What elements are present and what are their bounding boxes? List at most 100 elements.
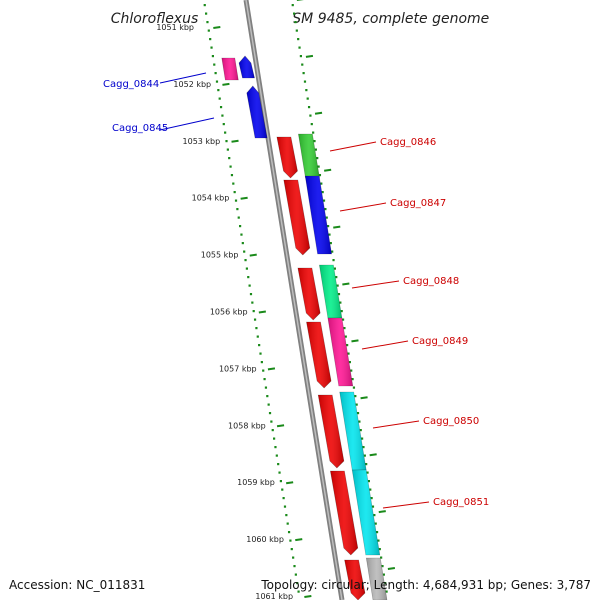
tick-label: 1058 kbp <box>228 421 266 430</box>
left-tick-dot <box>209 38 212 41</box>
left-tick-dot <box>258 344 261 347</box>
right-tick-dot <box>309 114 312 117</box>
left-tick-dot <box>229 165 232 168</box>
left-tick-dot <box>268 412 272 415</box>
left-tick-dot <box>248 284 251 287</box>
left-tick-dot <box>274 446 277 449</box>
left-tick-dot <box>253 318 257 321</box>
right-tick-dot <box>361 437 364 440</box>
left-tick-dot <box>267 403 270 406</box>
tick-label: 1051 kbp <box>156 23 194 32</box>
right-tick-dot <box>378 548 381 551</box>
gene-label-Cagg_0848: Cagg_0848 <box>403 276 459 287</box>
right-tick-dot <box>305 89 308 92</box>
cog-pink-block-2 <box>327 317 354 387</box>
right-tick-dot <box>339 301 342 304</box>
cog-seagreen-block-shade <box>319 265 342 318</box>
right-tick-dot <box>301 63 304 66</box>
right-tick-dot <box>324 208 327 211</box>
major-tick-right <box>360 396 368 400</box>
right-tick-dot <box>362 446 365 449</box>
tick-label: 1052 kbp <box>173 80 211 89</box>
right-tick-dot <box>336 284 339 287</box>
left-tick-dot <box>282 497 285 500</box>
left-tick-dot <box>263 378 266 381</box>
left-tick-dot <box>256 335 259 338</box>
gene-arrow-inner-3-shade <box>297 268 321 320</box>
cog-pink-block-shade <box>221 58 239 80</box>
right-tick-dot <box>346 344 349 347</box>
left-tick-dot <box>275 454 278 457</box>
right-tick-dot <box>293 12 296 15</box>
left-tick-dot <box>214 72 217 75</box>
left-tick-dot <box>286 522 289 525</box>
left-tick-dot <box>264 386 268 389</box>
right-tick-dot <box>370 497 373 500</box>
right-tick-dot <box>314 148 317 151</box>
cog-blue-block-shade <box>305 176 332 254</box>
gene-arrow-inner-6-shade <box>330 471 358 555</box>
tick-marks <box>203 0 396 598</box>
right-tick-dot <box>307 106 311 109</box>
left-tick-dot <box>215 80 219 83</box>
right-tick-dot <box>367 480 370 483</box>
right-tick-dot <box>327 225 330 228</box>
gene-arrow-inner-2-shade <box>283 180 310 255</box>
right-tick-dot <box>298 46 301 49</box>
gene-arrow-inner-1 <box>276 136 298 179</box>
left-tick-dot <box>205 12 208 15</box>
right-tick-dot <box>306 97 309 100</box>
cog-cyan-block-shade <box>339 392 367 470</box>
cog-green-block-shade <box>298 134 320 178</box>
left-tick-dot <box>225 140 228 143</box>
right-tick-dot <box>340 310 343 313</box>
left-tick-dot <box>292 556 295 559</box>
major-tick-left <box>295 538 303 542</box>
gene-cagg-0845-arrow <box>246 85 268 139</box>
gene-label-Cagg_0845: Cagg_0845 <box>112 123 168 134</box>
label-leader-Cagg_0850 <box>372 420 420 429</box>
left-tick-dot <box>255 327 258 330</box>
major-tick-right <box>387 567 396 570</box>
gene-arrow-inner-4 <box>306 321 332 389</box>
right-tick-dot <box>321 191 324 194</box>
right-tick-dot <box>347 352 350 355</box>
left-tick-dot <box>222 123 225 126</box>
tick-label: 1059 kbp <box>237 478 275 487</box>
left-tick-dot <box>236 208 239 211</box>
major-tick-right <box>378 510 386 514</box>
left-tick-dot <box>252 310 255 313</box>
left-tick-dot <box>213 63 216 66</box>
right-tick-dot <box>310 123 313 126</box>
map-ring-layer <box>200 0 385 600</box>
right-tick-dot <box>352 386 356 389</box>
label-leader-Cagg_0845 <box>159 117 215 131</box>
left-tick-dot <box>207 29 210 32</box>
right-tick-dot <box>373 514 376 517</box>
major-tick-left <box>258 310 266 314</box>
right-tick-dot <box>344 335 347 338</box>
gene-label-Cagg_0850: Cagg_0850 <box>423 416 479 427</box>
right-tick-dot <box>299 55 302 58</box>
left-tick-dot <box>203 4 206 7</box>
right-tick-dot <box>358 420 361 423</box>
right-tick-dot <box>318 174 322 177</box>
tick-label: 1061 kbp <box>255 592 293 600</box>
label-leader-Cagg_0846 <box>329 141 377 152</box>
right-tick-dot <box>351 378 354 381</box>
major-tick-right <box>314 111 323 115</box>
right-tick-dot <box>322 199 326 202</box>
major-tick-right <box>369 453 377 457</box>
gene-features <box>221 55 388 600</box>
right-tick-dot <box>328 233 331 236</box>
right-tick-dot <box>337 293 341 296</box>
right-tick-dot <box>385 590 388 593</box>
left-tick-dot <box>240 233 243 236</box>
major-tick-left <box>286 481 294 485</box>
major-tick-left <box>231 139 239 143</box>
label-leader-Cagg_0848 <box>351 280 400 289</box>
right-tick-dot <box>316 157 319 160</box>
left-tick-dot <box>285 514 288 517</box>
